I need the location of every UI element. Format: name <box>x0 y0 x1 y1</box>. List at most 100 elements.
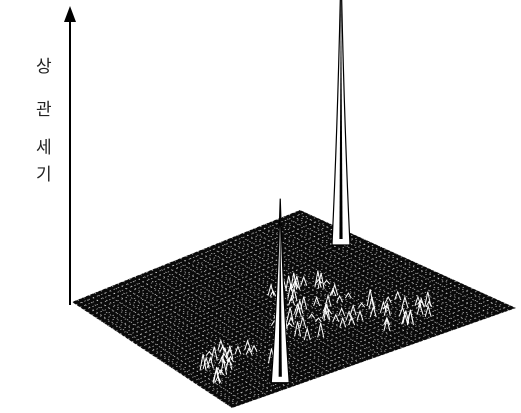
ripple <box>286 307 294 321</box>
mesh-line <box>115 236 360 332</box>
ripple <box>417 297 425 308</box>
mesh-line <box>220 241 417 344</box>
ripple <box>339 316 347 328</box>
mesh-line <box>163 266 425 364</box>
mesh-line <box>207 292 484 393</box>
ripple <box>210 346 218 361</box>
ripple <box>315 317 322 323</box>
correlation-peaks <box>270 0 351 384</box>
mesh-line <box>167 268 430 366</box>
mesh-line <box>225 239 424 341</box>
ripple <box>299 315 307 329</box>
ripple <box>226 345 234 360</box>
ripple <box>356 309 364 321</box>
mesh-line <box>231 307 517 409</box>
ripple <box>315 278 323 284</box>
ripple <box>332 313 340 322</box>
ripple <box>383 316 391 326</box>
ylabel-char: 세 <box>36 138 52 158</box>
mesh-line <box>145 271 325 376</box>
ripple <box>214 375 222 383</box>
ripple <box>336 294 344 303</box>
ripple <box>344 292 352 299</box>
ripple <box>296 300 304 314</box>
ripple <box>416 302 424 315</box>
ripple <box>358 302 366 308</box>
mesh-line <box>147 256 403 353</box>
mesh-line <box>100 290 268 396</box>
mesh-line <box>99 226 338 321</box>
mesh-line <box>202 248 396 351</box>
ripple <box>424 291 432 307</box>
right-peak <box>331 0 351 246</box>
mesh-line <box>248 230 453 331</box>
ripple <box>245 347 253 355</box>
ripple <box>206 350 213 356</box>
mesh-line <box>223 302 506 404</box>
mesh-line <box>88 294 254 401</box>
ripple <box>424 304 432 317</box>
ripple <box>234 345 242 355</box>
ripple <box>321 306 329 319</box>
mesh-line <box>195 285 468 385</box>
ripple <box>250 344 258 353</box>
ripple <box>220 359 228 375</box>
mesh-line <box>197 251 389 354</box>
mesh-line <box>282 216 495 316</box>
mesh-line <box>91 221 328 316</box>
z-axis-arrowhead <box>64 6 76 22</box>
surface-mesh <box>71 209 517 409</box>
mesh-line <box>151 258 409 356</box>
ripple <box>394 290 402 300</box>
ripple <box>329 288 337 297</box>
ripple <box>287 315 295 325</box>
ripple <box>291 278 299 289</box>
ripple <box>322 303 330 312</box>
mesh-line <box>199 288 473 388</box>
mesh-line <box>231 237 431 339</box>
ripple <box>288 294 296 306</box>
left-peak <box>270 198 290 384</box>
ripple <box>202 355 210 369</box>
ripple <box>269 289 277 297</box>
mesh-line <box>214 244 410 346</box>
surface-plane <box>72 210 516 408</box>
ripple <box>338 306 346 317</box>
mesh-line <box>157 267 339 371</box>
ripple <box>324 293 332 307</box>
ripple <box>217 369 225 376</box>
ylabel-char: 관 <box>36 100 52 120</box>
ripple <box>384 295 392 304</box>
mesh-line <box>155 261 414 358</box>
mesh-line <box>288 214 502 314</box>
ripple <box>348 315 356 326</box>
mesh-line <box>159 263 419 361</box>
mesh-line <box>175 273 441 372</box>
mesh-line <box>208 246 403 349</box>
ripple <box>401 295 409 308</box>
ripple <box>290 272 298 290</box>
ripple <box>323 279 331 285</box>
ripple <box>300 275 308 286</box>
ripple <box>323 303 331 321</box>
ripple <box>294 321 302 337</box>
mesh-line <box>277 218 488 319</box>
mesh-line <box>111 285 282 391</box>
ripple <box>331 282 339 296</box>
ripple <box>345 310 353 321</box>
ripple <box>303 328 311 341</box>
ylabel-char: 상 <box>36 57 52 77</box>
ripple <box>369 305 377 318</box>
mesh-line <box>123 241 371 337</box>
mesh-line <box>254 228 460 329</box>
ripple <box>286 322 293 328</box>
ripple <box>366 289 374 306</box>
ripple <box>225 357 233 370</box>
ripple <box>308 313 316 319</box>
ripple <box>383 302 391 316</box>
ripple <box>425 300 433 308</box>
ylabel-char: 기 <box>36 165 52 185</box>
ripple <box>293 275 301 290</box>
mesh-line <box>94 292 261 399</box>
